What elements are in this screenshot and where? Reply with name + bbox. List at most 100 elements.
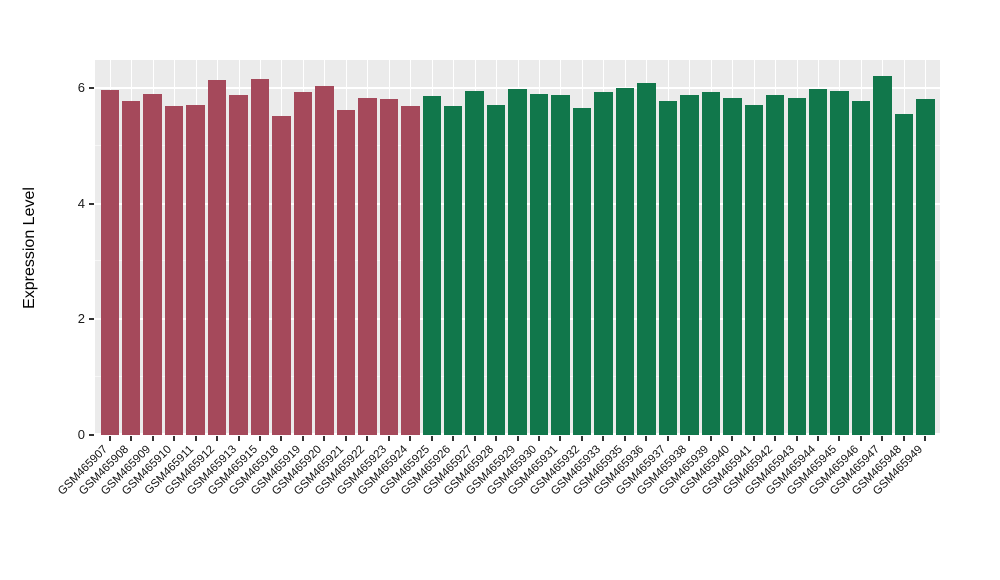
plot-panel: [95, 60, 940, 435]
bar-GSM465948: [894, 113, 914, 435]
bar-slot: [335, 60, 356, 435]
x-tick-mark: [173, 436, 176, 441]
bar-GSM465927: [465, 90, 484, 435]
bar-slot: [614, 60, 635, 435]
bar-slot: [765, 60, 786, 435]
bar-slot: [550, 60, 571, 435]
bar-slot: [228, 60, 249, 435]
x-tick-mark: [666, 436, 669, 441]
bar-slot: [528, 60, 549, 435]
bar-GSM465921: [336, 109, 356, 435]
bar-GSM465933: [594, 91, 613, 435]
bar-GSM465923: [379, 99, 399, 435]
bar-slot: [507, 60, 528, 435]
bar-GSM465947: [873, 76, 892, 435]
x-tick-mark: [194, 436, 197, 441]
bar-GSM465938: [680, 94, 699, 435]
x-tick-mark: [859, 436, 862, 441]
y-tick-mark: [89, 318, 94, 321]
bar-GSM465908: [121, 101, 141, 435]
x-tick-mark: [752, 436, 755, 441]
bar-GSM465930: [529, 93, 549, 435]
bar-GSM465945: [830, 90, 849, 435]
x-tick-mark: [387, 436, 390, 441]
x-tick-mark: [258, 436, 261, 441]
bar-GSM465919: [293, 91, 313, 435]
y-tick-label: 2: [77, 311, 85, 327]
x-tick-mark: [430, 436, 433, 441]
bar-GSM465907: [100, 89, 119, 435]
bar-slot: [700, 60, 721, 435]
bar-slot: [722, 60, 743, 435]
bar-slot: [357, 60, 378, 435]
x-tick-mark: [366, 436, 369, 441]
x-tick-mark: [108, 436, 111, 441]
y-tick-mark: [89, 434, 94, 436]
y-tick-mark: [89, 86, 94, 89]
x-tick-mark: [795, 436, 798, 441]
bar-slot: [743, 60, 764, 435]
x-tick-mark: [237, 436, 240, 441]
x-tick-mark: [280, 436, 283, 441]
x-tick-mark: [623, 436, 626, 441]
x-tick-mark: [473, 436, 476, 441]
bar-GSM465915: [250, 79, 270, 435]
x-tick-mark: [537, 436, 540, 441]
x-tick-mark: [645, 436, 648, 441]
bar-slot: [443, 60, 464, 435]
x-tick-mark: [216, 436, 219, 441]
x-tick-mark: [688, 436, 691, 441]
bar-GSM465928: [486, 105, 506, 435]
x-tick-mark: [709, 436, 712, 441]
y-axis-title: Expression Level: [21, 187, 38, 309]
x-tick-mark: [516, 436, 519, 441]
bar-slot: [593, 60, 614, 435]
x-tick-mark: [602, 436, 605, 441]
bar-GSM465924: [401, 106, 420, 435]
bar-GSM465946: [851, 101, 871, 435]
bar-GSM465920: [315, 86, 334, 435]
bar-slot: [421, 60, 442, 435]
bar-GSM465944: [808, 88, 828, 435]
bar-slot: [163, 60, 184, 435]
bar-GSM465936: [637, 83, 656, 435]
bar-GSM465941: [744, 105, 764, 435]
x-tick-mark: [323, 436, 326, 441]
bar-GSM465932: [572, 108, 592, 435]
x-tick-mark: [452, 436, 455, 441]
bar-slot: [571, 60, 592, 435]
bar-slot: [850, 60, 871, 435]
x-tick-mark: [902, 436, 905, 441]
bar-slot: [206, 60, 227, 435]
bar-slot: [679, 60, 700, 435]
bar-slot: [142, 60, 163, 435]
bar-slot: [872, 60, 893, 435]
x-tick-mark: [130, 436, 133, 441]
x-tick-mark: [151, 436, 154, 441]
x-tick-mark: [838, 436, 841, 441]
bar-slot: [378, 60, 399, 435]
x-tick-mark: [774, 436, 777, 441]
bar-slot: [636, 60, 657, 435]
bar-slot: [99, 60, 120, 435]
bar-GSM465926: [444, 106, 463, 435]
x-tick-mark: [881, 436, 884, 441]
bar-GSM465929: [508, 88, 527, 435]
bar-slot: [464, 60, 485, 435]
x-tick-mark: [301, 436, 304, 441]
bar-GSM465931: [551, 94, 570, 435]
y-tick-label: 4: [77, 195, 85, 211]
bar-slot: [657, 60, 678, 435]
y-tick-label: 0: [77, 427, 85, 442]
bar-slot: [292, 60, 313, 435]
x-tick-mark: [731, 436, 734, 441]
bar-GSM465909: [143, 93, 162, 435]
x-tick-mark: [409, 436, 412, 441]
x-tick-mark: [559, 436, 562, 441]
bar-slot: [271, 60, 292, 435]
bar-GSM465943: [787, 97, 806, 435]
x-tick-mark: [924, 436, 927, 441]
x-tick-mark: [495, 436, 498, 441]
bar-slot: [829, 60, 850, 435]
